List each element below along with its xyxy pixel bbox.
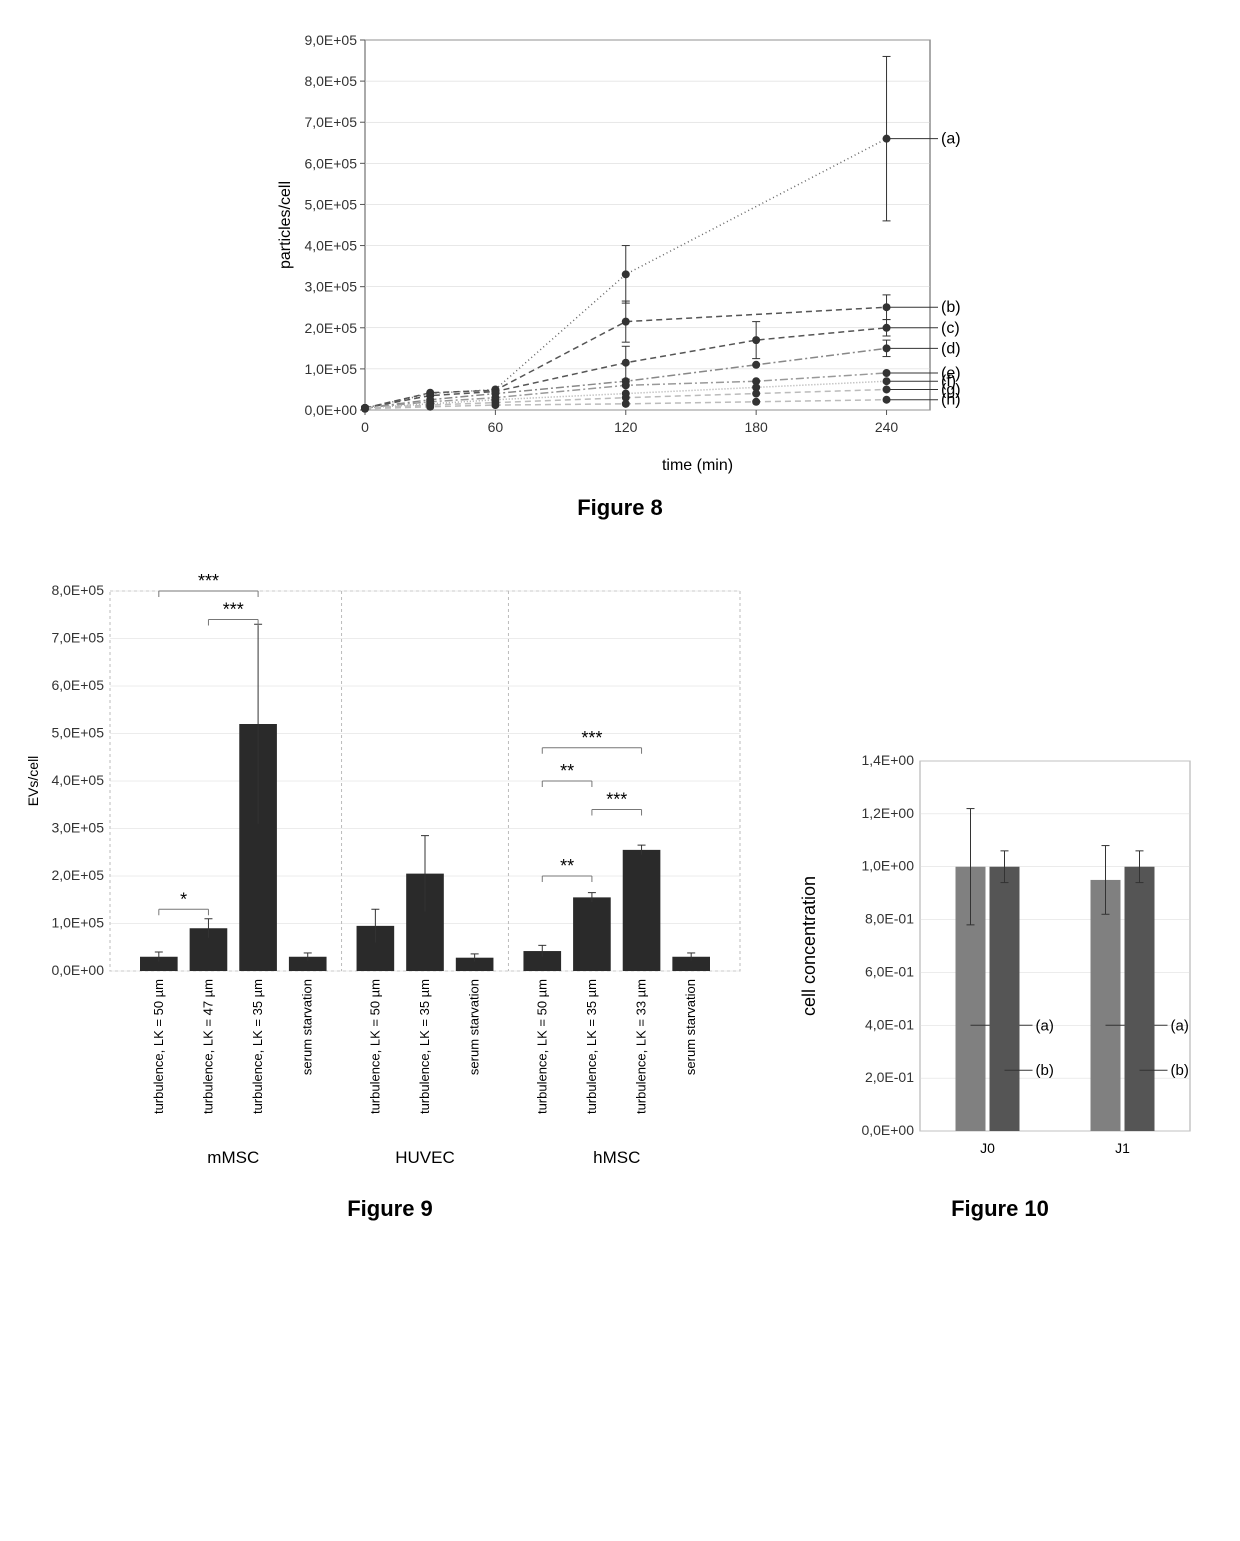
svg-text:1,0E+05: 1,0E+05 bbox=[304, 361, 357, 377]
svg-text:turbulence, LK = 33 µm: turbulence, LK = 33 µm bbox=[634, 979, 649, 1114]
svg-text:3,0E+05: 3,0E+05 bbox=[51, 820, 104, 836]
svg-text:J1: J1 bbox=[1115, 1140, 1130, 1156]
svg-text:4,0E-01: 4,0E-01 bbox=[865, 1016, 914, 1032]
svg-text:3,0E+05: 3,0E+05 bbox=[304, 279, 357, 295]
svg-text:60: 60 bbox=[488, 419, 504, 435]
figure-9-svg: 0,0E+00 1,0E+05 2,0E+05 3,0E+05 4,0E+05 5,0E+… bbox=[20, 561, 760, 1181]
figure-8: 0,0E+00 1,0E+05 2,0E+05 3,0E+05 4,0E+05 5,0E+… bbox=[20, 20, 1220, 521]
svg-text:serum starvation: serum starvation bbox=[467, 979, 482, 1075]
figure-9: 0,0E+00 1,0E+05 2,0E+05 3,0E+05 4,0E+05 5,0E+… bbox=[20, 561, 760, 1222]
svg-text:6,0E+05: 6,0E+05 bbox=[304, 155, 357, 171]
svg-text:turbulence, LK = 50 µm: turbulence, LK = 50 µm bbox=[367, 979, 382, 1114]
svg-text:8,0E+05: 8,0E+05 bbox=[51, 582, 104, 598]
svg-text:HUVEC: HUVEC bbox=[395, 1148, 455, 1167]
svg-text:8,0E-01: 8,0E-01 bbox=[865, 911, 914, 927]
svg-text:8,0E+05: 8,0E+05 bbox=[304, 73, 357, 89]
svg-text:***: *** bbox=[198, 571, 219, 591]
svg-text:2,0E+05: 2,0E+05 bbox=[304, 320, 357, 336]
svg-text:***: *** bbox=[581, 728, 602, 748]
svg-text:serum starvation: serum starvation bbox=[683, 979, 698, 1075]
svg-text:***: *** bbox=[223, 600, 244, 620]
svg-text:7,0E+05: 7,0E+05 bbox=[304, 114, 357, 130]
svg-text:(a): (a) bbox=[1171, 1017, 1189, 1034]
svg-text:240: 240 bbox=[875, 419, 899, 435]
svg-text:(c): (c) bbox=[941, 320, 960, 337]
svg-text:1,2E+00: 1,2E+00 bbox=[861, 805, 914, 821]
svg-text:(b): (b) bbox=[1171, 1062, 1189, 1079]
svg-text:turbulence, LK = 35 µm: turbulence, LK = 35 µm bbox=[250, 979, 265, 1114]
svg-text:turbulence, LK = 35 µm: turbulence, LK = 35 µm bbox=[584, 979, 599, 1114]
svg-text:7,0E+05: 7,0E+05 bbox=[51, 630, 104, 646]
svg-text:hMSC: hMSC bbox=[593, 1148, 640, 1167]
svg-text:120: 120 bbox=[614, 419, 638, 435]
svg-text:180: 180 bbox=[744, 419, 768, 435]
svg-text:0,0E+00: 0,0E+00 bbox=[51, 962, 104, 978]
svg-text:mMSC: mMSC bbox=[207, 1148, 259, 1167]
svg-text:(a): (a) bbox=[941, 131, 961, 148]
svg-text:turbulence, LK = 47 µm: turbulence, LK = 47 µm bbox=[200, 979, 215, 1114]
svg-text:turbulence, LK = 35 µm: turbulence, LK = 35 µm bbox=[417, 979, 432, 1114]
svg-text:turbulence, LK = 50 µm: turbulence, LK = 50 µm bbox=[534, 979, 549, 1114]
svg-text:**: ** bbox=[560, 856, 574, 876]
figure-10: 0,0E+00 2,0E-01 4,0E-01 6,0E-01 8,0E-01 1,0E+… bbox=[790, 741, 1210, 1222]
svg-text:6,0E-01: 6,0E-01 bbox=[865, 963, 914, 979]
svg-text:1,0E+00: 1,0E+00 bbox=[861, 858, 914, 874]
svg-text:9,0E+05: 9,0E+05 bbox=[304, 32, 357, 48]
figure-10-svg: 0,0E+00 2,0E-01 4,0E-01 6,0E-01 8,0E-01 1,0E+… bbox=[790, 741, 1210, 1181]
figure-9-chart: 0,0E+00 1,0E+05 2,0E+05 3,0E+05 4,0E+05 5,0E+… bbox=[20, 561, 760, 1181]
svg-text:2,0E+05: 2,0E+05 bbox=[51, 867, 104, 883]
figure-9-title: Figure 9 bbox=[20, 1196, 760, 1222]
svg-text:4,0E+05: 4,0E+05 bbox=[304, 238, 357, 254]
svg-text:(d): (d) bbox=[941, 340, 961, 357]
svg-text:particles/cell: particles/cell bbox=[277, 181, 294, 269]
figure-10-chart: 0,0E+00 2,0E-01 4,0E-01 6,0E-01 8,0E-01 1,0E+… bbox=[790, 741, 1210, 1181]
figure-10-title: Figure 10 bbox=[790, 1196, 1210, 1222]
svg-text:serum starvation: serum starvation bbox=[300, 979, 315, 1075]
svg-text:*: * bbox=[180, 889, 187, 909]
svg-text:4,0E+05: 4,0E+05 bbox=[51, 772, 104, 788]
svg-text:(b): (b) bbox=[941, 299, 961, 316]
svg-text:5,0E+05: 5,0E+05 bbox=[51, 725, 104, 741]
svg-text:turbulence, LK = 50 µm: turbulence, LK = 50 µm bbox=[151, 979, 166, 1114]
figures-9-10-row: 0,0E+00 1,0E+05 2,0E+05 3,0E+05 4,0E+05 5,0E+… bbox=[20, 561, 1220, 1262]
svg-text:6,0E+05: 6,0E+05 bbox=[51, 677, 104, 693]
svg-text:2,0E-01: 2,0E-01 bbox=[865, 1069, 914, 1085]
svg-text:J0: J0 bbox=[980, 1140, 995, 1156]
svg-text:cell concentration: cell concentration bbox=[799, 876, 819, 1016]
svg-text:EVs/cell: EVs/cell bbox=[25, 756, 41, 807]
svg-text:0,0E+00: 0,0E+00 bbox=[304, 402, 357, 418]
svg-text:0,0E+00: 0,0E+00 bbox=[861, 1122, 914, 1138]
svg-text:time (min): time (min) bbox=[662, 457, 733, 474]
svg-text:5,0E+05: 5,0E+05 bbox=[304, 196, 357, 212]
svg-text:0: 0 bbox=[361, 419, 369, 435]
svg-text:(a): (a) bbox=[1036, 1017, 1054, 1034]
svg-text:1,4E+00: 1,4E+00 bbox=[861, 752, 914, 768]
svg-text:***: *** bbox=[606, 790, 627, 810]
svg-text:(b): (b) bbox=[1036, 1062, 1054, 1079]
figure-8-svg: 0,0E+00 1,0E+05 2,0E+05 3,0E+05 4,0E+05 5,0E+… bbox=[270, 20, 990, 480]
svg-text:1,0E+05: 1,0E+05 bbox=[51, 915, 104, 931]
svg-text:**: ** bbox=[560, 761, 574, 781]
figure-8-chart: 0,0E+00 1,0E+05 2,0E+05 3,0E+05 4,0E+05 5,0E+… bbox=[270, 20, 1220, 480]
svg-text:(h): (h) bbox=[941, 392, 961, 409]
figure-8-title: Figure 8 bbox=[20, 495, 1220, 521]
